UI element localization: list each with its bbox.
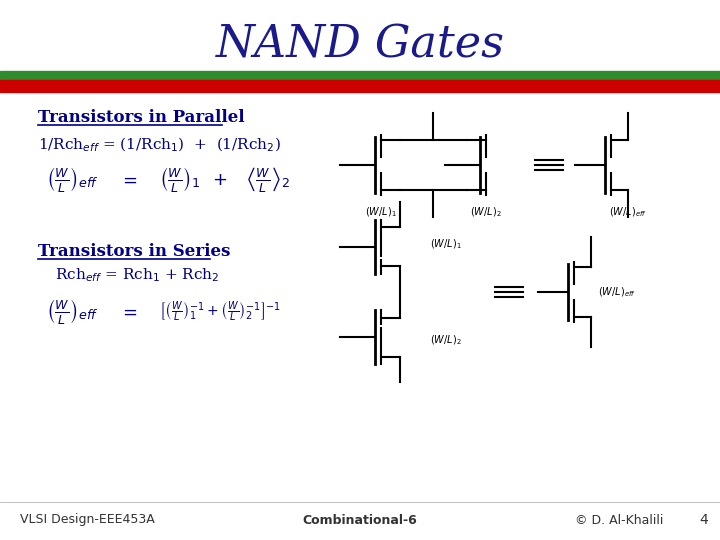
Text: NAND Gates: NAND Gates — [215, 23, 505, 66]
Text: $(W/L)_2$: $(W/L)_2$ — [470, 205, 502, 219]
Bar — [0, 80, 720, 92]
Text: $\left(\frac{W}{L}\right)_{eff}$: $\left(\frac{W}{L}\right)_{eff}$ — [45, 165, 99, 194]
Text: Transistors in Series: Transistors in Series — [38, 244, 230, 260]
Text: © D. Al-Khalili: © D. Al-Khalili — [575, 514, 663, 526]
Text: 1/Rch$_{eff}$ = (1/Rch$_1$)  +  (1/Rch$_2$): 1/Rch$_{eff}$ = (1/Rch$_1$) + (1/Rch$_2$… — [38, 136, 281, 154]
Text: $(W/L)_1$: $(W/L)_1$ — [365, 205, 397, 219]
Text: VLSI Design-EEE453A: VLSI Design-EEE453A — [20, 514, 155, 526]
Text: 4: 4 — [699, 513, 708, 527]
Text: $=$: $=$ — [119, 303, 138, 321]
Text: $\left(\frac{W}{L}\right)_{eff}$: $\left(\frac{W}{L}\right)_{eff}$ — [45, 298, 99, 327]
Text: $=$: $=$ — [119, 171, 138, 189]
Text: $\left[\left(\frac{W}{L}\right)_1^{-1}+\left(\frac{W}{L}\right)_2^{-1}\right]^{-: $\left[\left(\frac{W}{L}\right)_1^{-1}+\… — [159, 300, 281, 324]
Text: Combinational-6: Combinational-6 — [302, 514, 418, 526]
Text: $\left(\frac{W}{L}\right)_1$: $\left(\frac{W}{L}\right)_1$ — [159, 165, 201, 194]
Text: $(W/L)_{eff}$: $(W/L)_{eff}$ — [598, 285, 636, 299]
Text: $(W/L)_2$: $(W/L)_2$ — [430, 333, 462, 347]
Text: $\left\langle\frac{W}{L}\right\rangle_2$: $\left\langle\frac{W}{L}\right\rangle_2$ — [246, 165, 291, 194]
Text: $(W/L)_1$: $(W/L)_1$ — [430, 237, 462, 251]
Text: Rch$_{eff}$ = Rch$_1$ + Rch$_2$: Rch$_{eff}$ = Rch$_1$ + Rch$_2$ — [55, 266, 220, 284]
Text: $(W/L)_{eff}$: $(W/L)_{eff}$ — [609, 205, 647, 219]
Text: Transistors in Parallel: Transistors in Parallel — [38, 110, 245, 126]
Bar — [0, 71, 720, 80]
Text: $+$: $+$ — [212, 171, 228, 189]
